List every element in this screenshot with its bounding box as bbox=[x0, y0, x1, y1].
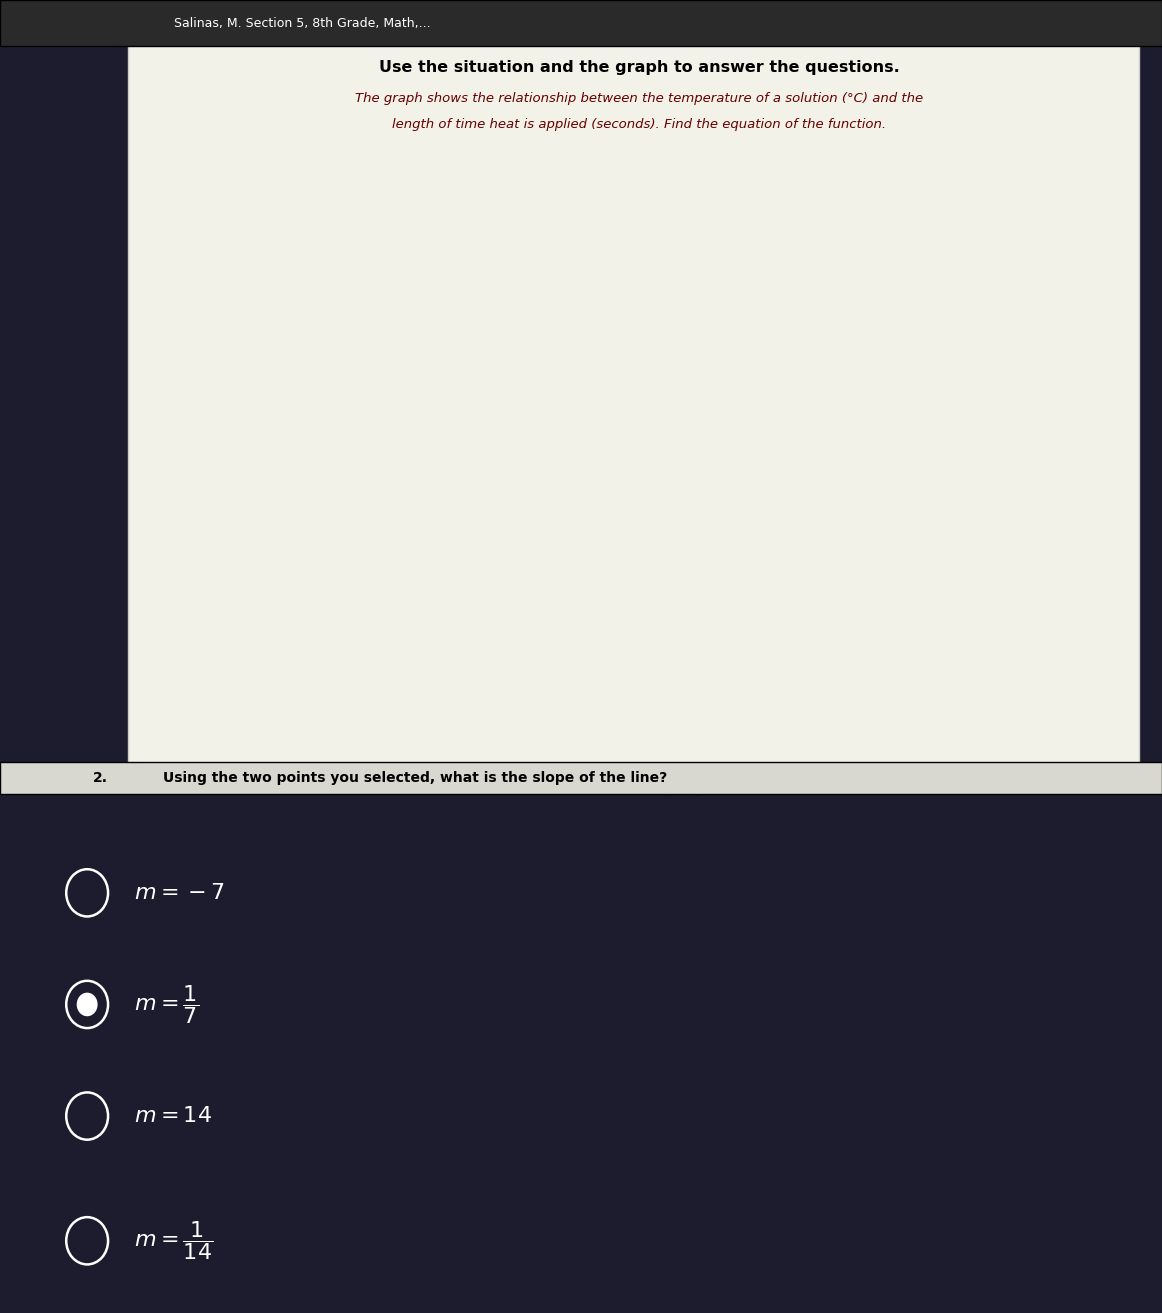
Text: Salinas, M. Section 5, 8th Grade, Math,...: Salinas, M. Section 5, 8th Grade, Math,.… bbox=[174, 17, 431, 30]
Text: Using the two points you selected, what is the slope of the line?: Using the two points you selected, what … bbox=[163, 771, 667, 785]
X-axis label: time (sec): time (sec) bbox=[630, 783, 701, 797]
Title: Heating a Solution: Heating a Solution bbox=[579, 123, 752, 142]
Y-axis label: temperature (°C): temperature (°C) bbox=[179, 393, 193, 507]
Text: Use the situation and the graph to answer the questions.: Use the situation and the graph to answe… bbox=[379, 60, 899, 75]
Text: $m = \dfrac{1}{14}$: $m = \dfrac{1}{14}$ bbox=[134, 1220, 213, 1262]
Text: The graph shows the relationship between the temperature of a solution (°C) and : The graph shows the relationship between… bbox=[356, 92, 923, 105]
Text: 2.: 2. bbox=[93, 771, 108, 785]
Text: x: x bbox=[1125, 759, 1132, 772]
Text: $m = -7$: $m = -7$ bbox=[134, 882, 224, 903]
Text: $m = 14$: $m = 14$ bbox=[134, 1106, 211, 1127]
Text: y: y bbox=[189, 125, 198, 138]
Text: (0, 0): (0, 0) bbox=[651, 767, 680, 777]
Text: $m = \dfrac{1}{7}$: $m = \dfrac{1}{7}$ bbox=[134, 983, 199, 1025]
Text: length of time heat is applied (seconds). Find the equation of the function.: length of time heat is applied (seconds)… bbox=[392, 118, 887, 131]
Text: (0, 0): (0, 0) bbox=[364, 739, 390, 748]
